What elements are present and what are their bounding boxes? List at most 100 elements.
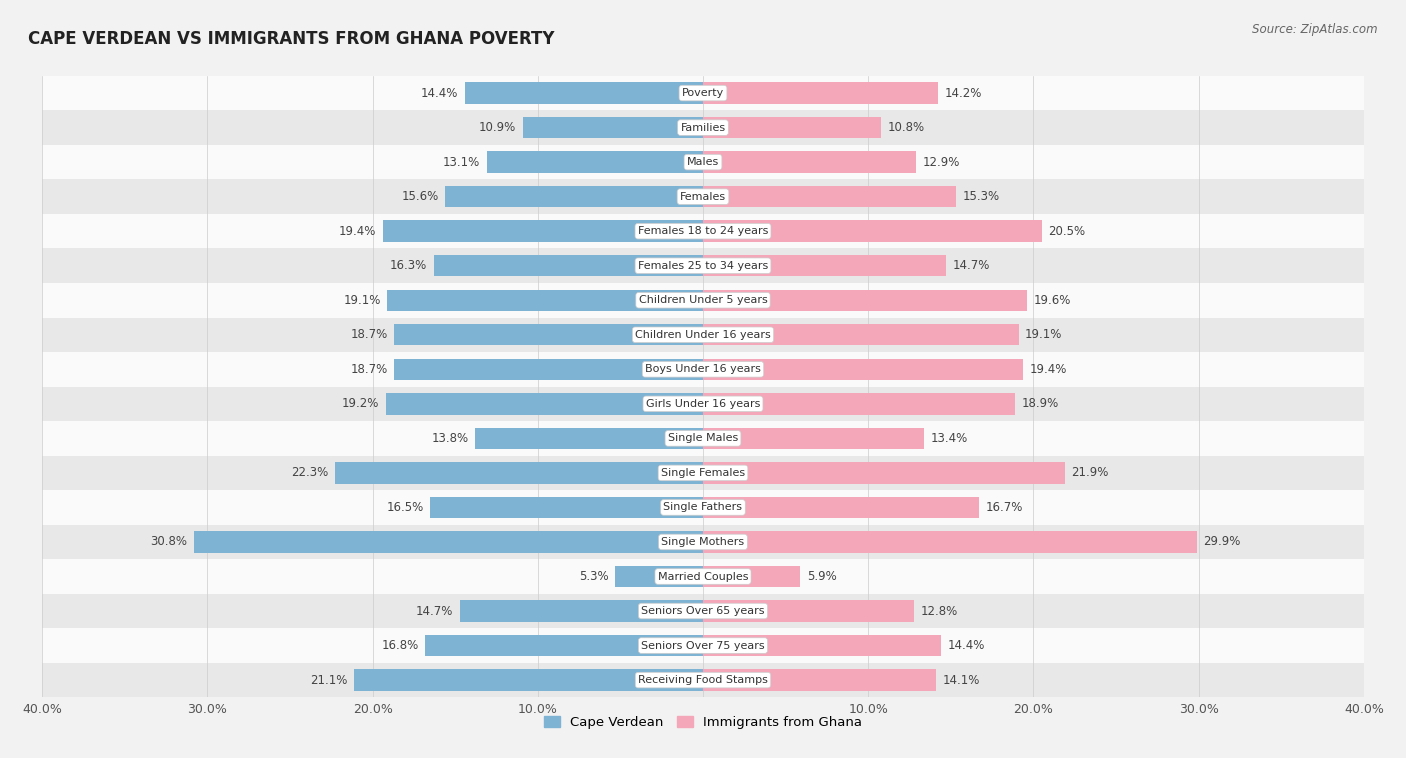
Bar xyxy=(426,635,703,656)
Bar xyxy=(475,428,703,449)
Bar xyxy=(616,565,703,587)
Bar xyxy=(42,387,1364,421)
Bar xyxy=(433,255,703,277)
Bar xyxy=(703,221,1042,242)
Bar xyxy=(42,456,1364,490)
Text: Receiving Food Stamps: Receiving Food Stamps xyxy=(638,675,768,685)
Text: 12.8%: 12.8% xyxy=(921,605,959,618)
Bar xyxy=(703,152,917,173)
Bar xyxy=(430,496,703,518)
Text: 18.7%: 18.7% xyxy=(350,363,388,376)
Bar xyxy=(703,83,938,104)
Text: 15.6%: 15.6% xyxy=(402,190,439,203)
Legend: Cape Verdean, Immigrants from Ghana: Cape Verdean, Immigrants from Ghana xyxy=(538,711,868,735)
Bar xyxy=(42,180,1364,214)
Text: 14.4%: 14.4% xyxy=(948,639,984,652)
Bar xyxy=(703,496,979,518)
Text: Females 18 to 24 years: Females 18 to 24 years xyxy=(638,226,768,236)
Bar xyxy=(703,531,1197,553)
Text: 21.1%: 21.1% xyxy=(311,674,347,687)
Text: 14.2%: 14.2% xyxy=(945,86,981,99)
Text: Single Fathers: Single Fathers xyxy=(664,503,742,512)
Text: 19.1%: 19.1% xyxy=(343,294,381,307)
Text: Girls Under 16 years: Girls Under 16 years xyxy=(645,399,761,409)
Bar xyxy=(446,186,703,208)
Bar xyxy=(703,428,924,449)
Text: 19.2%: 19.2% xyxy=(342,397,380,410)
Bar xyxy=(42,111,1364,145)
Text: Children Under 5 years: Children Under 5 years xyxy=(638,296,768,305)
Text: 13.1%: 13.1% xyxy=(443,155,479,168)
Bar xyxy=(42,594,1364,628)
Bar xyxy=(703,669,936,691)
Bar xyxy=(335,462,703,484)
Bar xyxy=(42,662,1364,697)
Bar xyxy=(523,117,703,138)
Bar xyxy=(42,490,1364,525)
Bar xyxy=(703,565,800,587)
Text: 15.3%: 15.3% xyxy=(962,190,1000,203)
Text: 19.4%: 19.4% xyxy=(1031,363,1067,376)
Text: Males: Males xyxy=(688,157,718,167)
Bar xyxy=(42,145,1364,180)
Bar xyxy=(42,214,1364,249)
Text: Single Females: Single Females xyxy=(661,468,745,478)
Text: Females 25 to 34 years: Females 25 to 34 years xyxy=(638,261,768,271)
Bar xyxy=(703,117,882,138)
Text: 29.9%: 29.9% xyxy=(1204,535,1241,549)
Bar xyxy=(194,531,703,553)
Bar xyxy=(486,152,703,173)
Bar xyxy=(42,352,1364,387)
Bar xyxy=(703,462,1064,484)
Text: 19.4%: 19.4% xyxy=(339,224,375,238)
Text: 13.4%: 13.4% xyxy=(931,432,969,445)
Bar xyxy=(394,324,703,346)
Text: 19.1%: 19.1% xyxy=(1025,328,1063,341)
Text: Single Males: Single Males xyxy=(668,434,738,443)
Text: 14.1%: 14.1% xyxy=(942,674,980,687)
Text: 10.9%: 10.9% xyxy=(479,121,516,134)
Text: 20.5%: 20.5% xyxy=(1049,224,1085,238)
Text: 10.8%: 10.8% xyxy=(889,121,925,134)
Bar xyxy=(42,283,1364,318)
Bar xyxy=(703,600,914,622)
Text: Seniors Over 75 years: Seniors Over 75 years xyxy=(641,641,765,650)
Bar xyxy=(42,525,1364,559)
Bar xyxy=(42,76,1364,111)
Text: 16.3%: 16.3% xyxy=(389,259,427,272)
Bar xyxy=(385,393,703,415)
Text: Children Under 16 years: Children Under 16 years xyxy=(636,330,770,340)
Text: CAPE VERDEAN VS IMMIGRANTS FROM GHANA POVERTY: CAPE VERDEAN VS IMMIGRANTS FROM GHANA PO… xyxy=(28,30,554,49)
Text: 13.8%: 13.8% xyxy=(432,432,468,445)
Text: 16.8%: 16.8% xyxy=(381,639,419,652)
Bar xyxy=(42,421,1364,456)
Bar xyxy=(42,249,1364,283)
Text: Source: ZipAtlas.com: Source: ZipAtlas.com xyxy=(1253,23,1378,36)
Text: 19.6%: 19.6% xyxy=(1033,294,1071,307)
Bar xyxy=(42,318,1364,352)
Text: Poverty: Poverty xyxy=(682,88,724,98)
Bar xyxy=(703,255,946,277)
Text: 22.3%: 22.3% xyxy=(291,466,328,479)
Text: 14.7%: 14.7% xyxy=(416,605,454,618)
Bar xyxy=(703,186,956,208)
Text: 14.7%: 14.7% xyxy=(952,259,990,272)
Text: 16.5%: 16.5% xyxy=(387,501,423,514)
Text: Females: Females xyxy=(681,192,725,202)
Bar xyxy=(703,635,941,656)
Text: Boys Under 16 years: Boys Under 16 years xyxy=(645,365,761,374)
Text: 16.7%: 16.7% xyxy=(986,501,1024,514)
Text: 14.4%: 14.4% xyxy=(422,86,458,99)
Text: 18.7%: 18.7% xyxy=(350,328,388,341)
Bar xyxy=(42,628,1364,662)
Text: 30.8%: 30.8% xyxy=(150,535,187,549)
Bar xyxy=(703,290,1026,311)
Text: Families: Families xyxy=(681,123,725,133)
Bar xyxy=(703,324,1018,346)
Bar xyxy=(382,221,703,242)
Text: Single Mothers: Single Mothers xyxy=(661,537,745,547)
Bar xyxy=(42,559,1364,594)
Bar xyxy=(354,669,703,691)
Bar xyxy=(460,600,703,622)
Text: 5.9%: 5.9% xyxy=(807,570,837,583)
